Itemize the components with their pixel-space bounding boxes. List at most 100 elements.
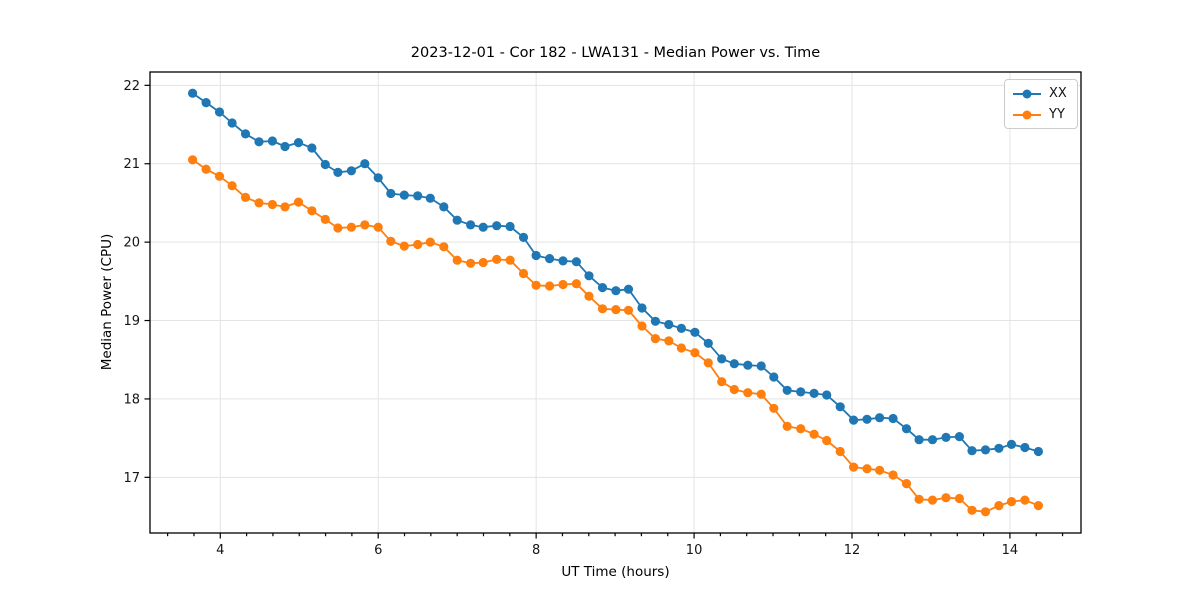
series-xx-point [623,284,634,294]
series-xx-point [478,222,488,232]
series-yy-point [571,279,582,289]
series-xx-point [373,173,383,183]
series-xx-point [967,446,977,456]
series-yy-point [240,192,251,202]
series-xx-point [703,338,713,348]
series-yy-point [888,470,898,480]
series-yy-point [769,403,779,413]
series-yy-point [466,258,476,268]
series-xx-point [214,107,225,117]
series-xx-point [518,232,529,242]
series-yy-point [280,202,290,212]
series-xx-point [254,137,264,147]
series-xx-point [1020,442,1030,453]
series-xx-point [531,250,541,261]
series-xx-point [425,193,435,203]
y-tick-label: 19 [123,314,140,329]
series-yy-point [399,241,409,251]
series-yy-point [558,279,568,290]
series-xx-point [994,443,1004,453]
series-yy-point [875,465,885,475]
gridlines [150,72,1081,533]
y-tick-label: 20 [123,236,140,251]
series-yy-point [717,377,727,387]
series-xx-point [545,254,555,264]
series-xx-point [875,413,885,423]
series-xx-point [505,221,515,232]
series-xx-point [558,256,568,266]
series-yy-point [214,171,225,181]
series-yy-point [597,304,608,314]
series-xx-point [584,271,594,281]
series-xx-point [201,98,211,108]
y-tick-label: 21 [123,157,140,172]
legend-label-yy: YY [1049,107,1065,122]
series-yy-point [637,321,647,331]
x-axis-label: UT Time (hours) [561,564,670,580]
series-xx-point [769,372,779,382]
series-xx-point [756,361,766,371]
series-yy-point [1020,495,1030,505]
x-tick-label: 4 [216,543,224,558]
series-yy-point [333,223,343,233]
series-yy-point [360,220,370,230]
series-xx-point [439,202,449,212]
series-xx-point [637,303,647,313]
series-yy-point [346,222,356,232]
series-xx-point [676,323,687,333]
series-xx-point [862,414,872,424]
series-yy-point [809,429,819,439]
series-yy-point [980,507,991,517]
series-xx-point [849,415,859,425]
series-yy-point [994,501,1004,511]
series-yy-point [849,462,859,472]
axes-ticks [144,84,1064,539]
series-yy-point [373,222,383,232]
series-xx-point [611,286,621,296]
series-yy-point [954,493,965,504]
series-yy-point [227,181,237,191]
series-yy-point [611,305,621,315]
series-yy-point [782,421,792,431]
series-yy-point [822,435,832,446]
legend: XX YY [1004,79,1078,129]
series-yy-point [505,255,515,265]
series-xx-point [399,190,409,200]
series-yy-point [293,197,304,207]
x-tick-label: 8 [532,543,540,558]
series-xx-point [717,354,727,364]
series-xx-point [664,319,674,330]
series-yy-point [941,493,951,503]
series-yy-point [425,237,435,247]
series-yy-point [967,505,977,515]
series-xx-line [191,92,1040,453]
series-xx-point [782,385,792,395]
series-yy-point [201,164,211,174]
series-xx-point [597,283,608,293]
series-xx-point [227,118,237,128]
legend-line-marker-yy-icon [1013,110,1041,119]
series-xx-point [413,191,423,201]
series-xx-point [280,141,290,152]
series-xx-point [1006,439,1017,449]
legend-item-xx: XX [1012,83,1067,104]
series-xx-point [835,402,845,412]
series-xx-point [901,424,912,434]
series-xx-point [492,221,502,231]
series-xx-point [188,88,198,98]
series-yy-point [690,348,700,358]
series-xx-point [452,215,462,225]
plot-frame [149,71,1082,534]
series-xx-point [729,359,739,369]
series-yy-line [191,158,1040,513]
y-tick-label: 22 [123,79,140,94]
series-xx-point [571,257,582,267]
series-xx-point [927,435,938,445]
series-xx-point [386,188,396,199]
legend-item-yy: YY [1012,104,1067,125]
series-xx-point [346,166,356,176]
series-yy-point [927,495,938,505]
series-xx-point [941,432,951,442]
y-tick-label: 17 [123,471,140,486]
